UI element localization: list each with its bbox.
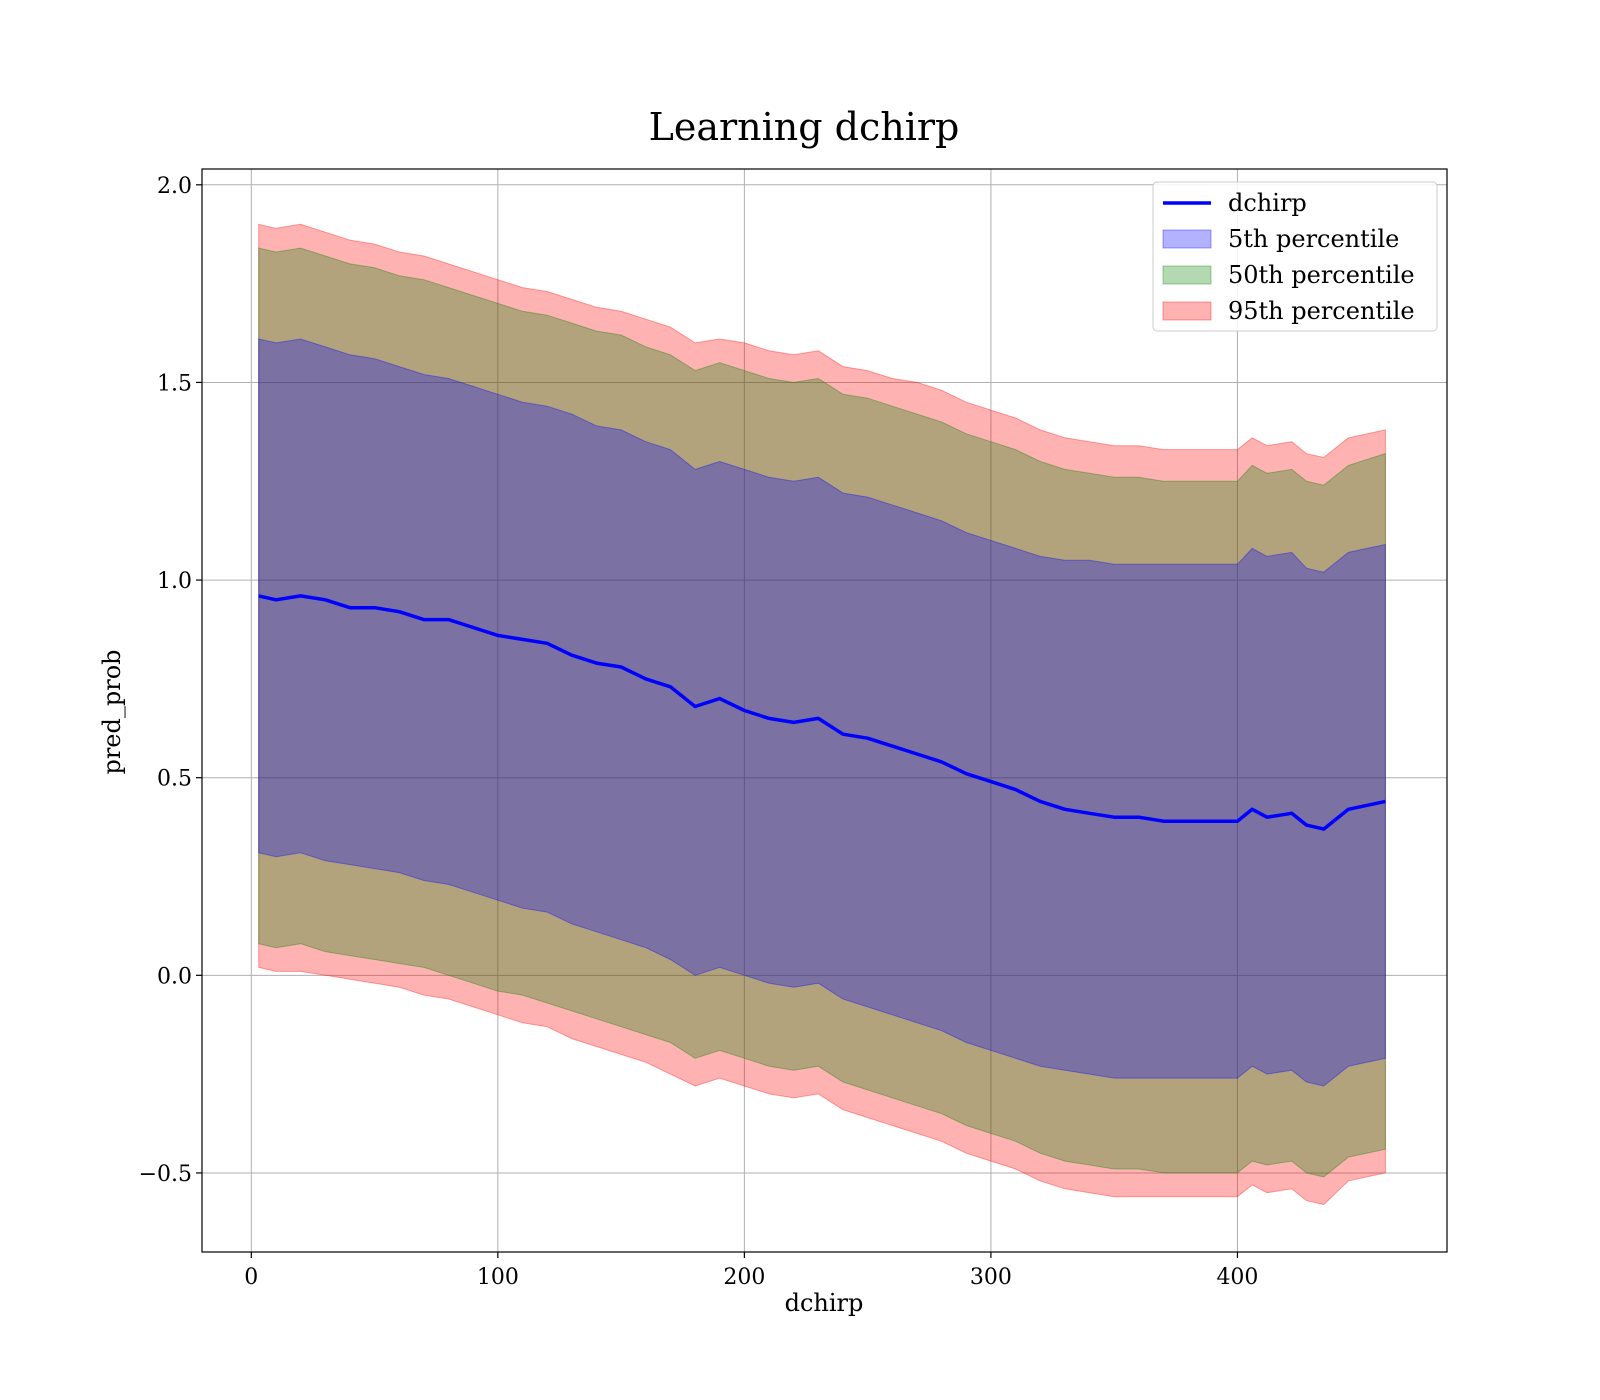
band-95th-percentile (258, 223, 1386, 1206)
series-layer (258, 594, 1386, 831)
x-tick-label: 300 (970, 1265, 1012, 1290)
y-tick-label: 1.5 (157, 371, 192, 396)
series-line-dchirp (258, 594, 1386, 831)
band-50th-percentile (258, 247, 1386, 1178)
grid (202, 169, 1447, 1252)
x-tick-label: 200 (723, 1265, 765, 1290)
y-tick-label: 0.0 (157, 964, 192, 989)
x-axis-label: dchirp (785, 1289, 864, 1317)
y-tick-label: 2.0 (157, 174, 192, 199)
band-5th-percentile (258, 338, 1386, 1087)
legend-swatch (1162, 229, 1212, 249)
x-tick-label: 0 (244, 1265, 258, 1290)
axis-ticks: 0 100 200 300 400 −0.5 0.0 0.5 1.0 1.5 2.0 (139, 174, 1259, 1290)
percentile-bands (258, 223, 1386, 1206)
legend-swatch (1162, 265, 1212, 285)
legend-label: 50th percentile (1228, 261, 1415, 289)
legend-label: 95th percentile (1228, 297, 1415, 325)
x-tick-label: 400 (1216, 1265, 1258, 1290)
y-tick-label: 1.0 (157, 569, 192, 594)
y-tick-label: −0.5 (139, 1162, 192, 1187)
plot-frame (201, 168, 1448, 1253)
legend-box (1152, 181, 1438, 332)
chart-title: Learning dchirp (649, 105, 960, 149)
legend-swatch (1162, 301, 1212, 321)
y-axis-label: pred_prob (98, 649, 126, 774)
legend-label: 5th percentile (1228, 225, 1399, 253)
y-tick-label: 0.5 (157, 767, 192, 792)
legend: dchirp 5th percentile 50th percentile 95th … (1152, 181, 1438, 332)
legend-label: dchirp (1228, 189, 1307, 217)
x-tick-label: 100 (477, 1265, 519, 1290)
